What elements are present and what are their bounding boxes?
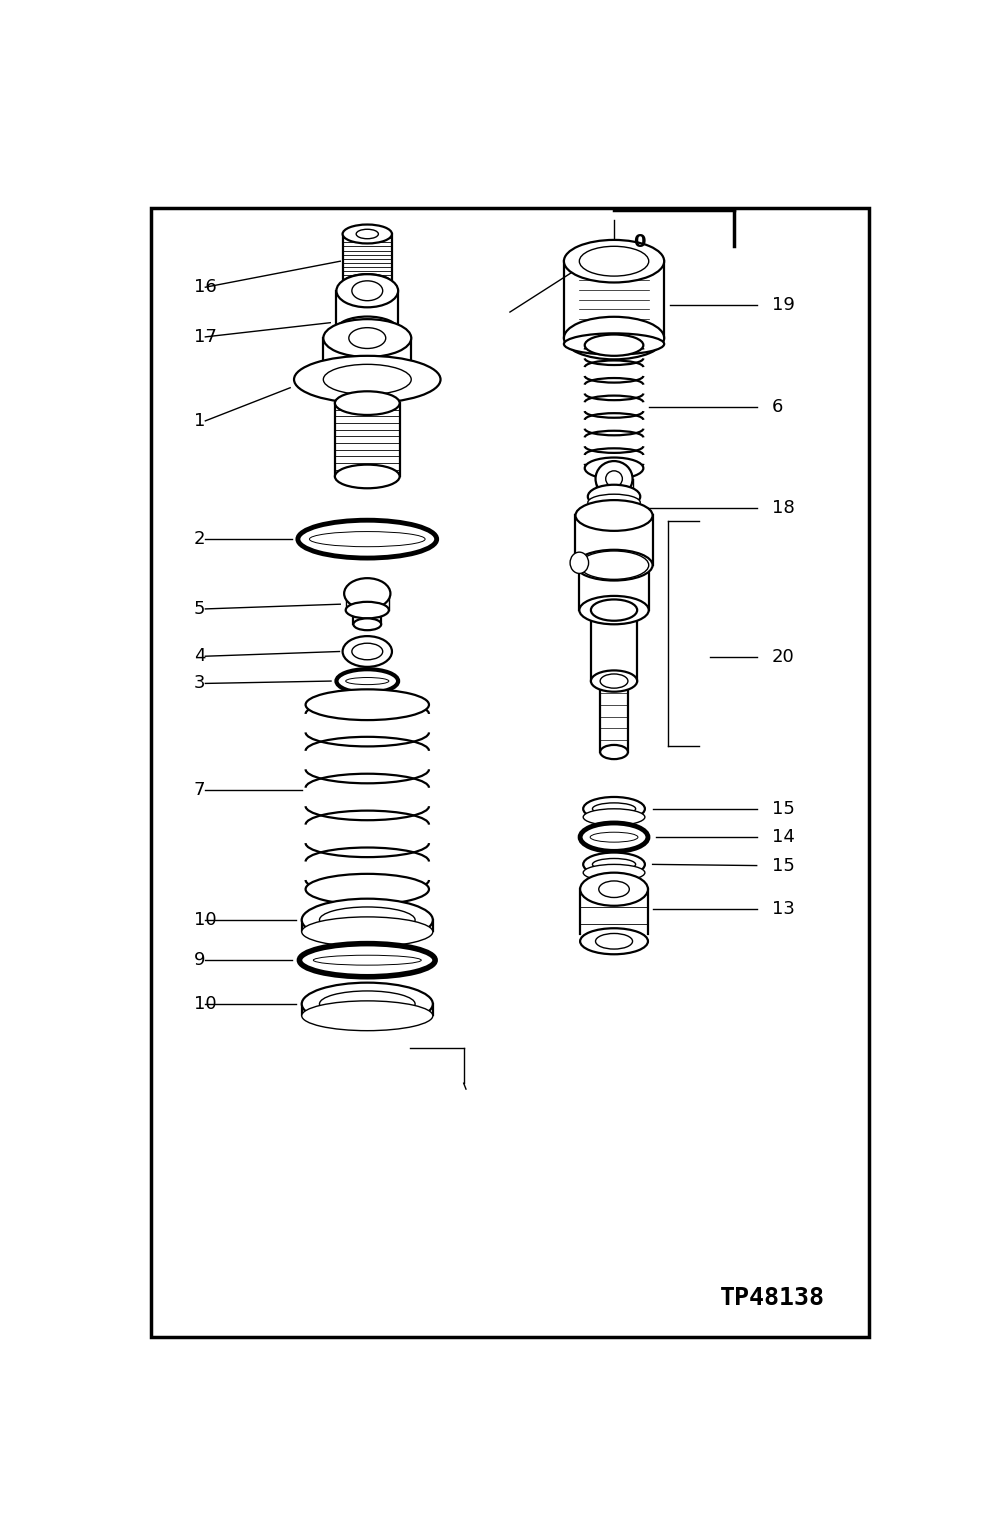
Text: 14: 14 [771, 828, 794, 846]
Ellipse shape [590, 599, 636, 621]
Ellipse shape [335, 464, 400, 488]
Ellipse shape [323, 364, 411, 395]
Ellipse shape [579, 246, 648, 276]
Text: 10: 10 [194, 911, 216, 929]
Ellipse shape [305, 874, 428, 905]
Ellipse shape [582, 865, 644, 882]
Text: 15: 15 [771, 857, 794, 874]
Text: 4: 4 [194, 647, 205, 665]
Text: 9: 9 [194, 951, 205, 969]
Ellipse shape [587, 485, 639, 508]
Text: 13: 13 [771, 900, 794, 919]
Text: 19: 19 [771, 296, 794, 313]
Ellipse shape [595, 934, 632, 949]
Text: 5: 5 [194, 601, 205, 617]
Text: 16: 16 [194, 278, 217, 296]
Ellipse shape [323, 361, 411, 398]
Text: 15: 15 [771, 800, 794, 817]
Text: 3: 3 [194, 674, 205, 693]
Ellipse shape [575, 550, 652, 581]
Ellipse shape [301, 917, 432, 946]
Text: 18: 18 [771, 499, 794, 518]
Ellipse shape [301, 1001, 432, 1031]
Ellipse shape [564, 240, 664, 283]
Text: 10: 10 [194, 995, 216, 1012]
Ellipse shape [598, 882, 628, 897]
Ellipse shape [345, 677, 389, 685]
Ellipse shape [313, 955, 420, 965]
Ellipse shape [344, 578, 390, 608]
Ellipse shape [309, 531, 424, 547]
Ellipse shape [591, 803, 635, 814]
Ellipse shape [352, 281, 383, 301]
Ellipse shape [342, 275, 392, 293]
Ellipse shape [605, 472, 621, 487]
Text: TP48138: TP48138 [719, 1287, 824, 1310]
Ellipse shape [353, 619, 381, 630]
Ellipse shape [584, 335, 643, 356]
Ellipse shape [336, 275, 398, 307]
Text: 7: 7 [194, 780, 205, 799]
Ellipse shape [336, 670, 398, 693]
Ellipse shape [570, 551, 588, 573]
Ellipse shape [579, 551, 648, 579]
Ellipse shape [589, 833, 637, 842]
Ellipse shape [584, 458, 643, 479]
Ellipse shape [564, 316, 664, 359]
Ellipse shape [336, 316, 398, 343]
Ellipse shape [342, 224, 392, 243]
Ellipse shape [349, 327, 386, 349]
Ellipse shape [352, 644, 383, 660]
Ellipse shape [564, 333, 664, 355]
Ellipse shape [599, 674, 627, 688]
Ellipse shape [587, 495, 639, 511]
Ellipse shape [580, 872, 647, 906]
Ellipse shape [582, 797, 644, 820]
Ellipse shape [299, 943, 434, 977]
Ellipse shape [575, 501, 652, 531]
Ellipse shape [591, 859, 635, 871]
Ellipse shape [580, 928, 647, 954]
Ellipse shape [582, 852, 644, 876]
Ellipse shape [599, 745, 627, 759]
Ellipse shape [595, 461, 632, 496]
Ellipse shape [580, 823, 647, 851]
Ellipse shape [342, 636, 392, 667]
Ellipse shape [579, 596, 648, 624]
Ellipse shape [319, 991, 414, 1017]
Text: 6: 6 [771, 398, 782, 416]
Text: 0: 0 [632, 233, 645, 252]
Ellipse shape [319, 906, 414, 932]
Ellipse shape [305, 690, 428, 720]
Ellipse shape [294, 356, 440, 402]
Text: 1: 1 [194, 412, 205, 430]
Ellipse shape [297, 521, 436, 558]
Ellipse shape [582, 809, 644, 825]
Ellipse shape [323, 319, 411, 356]
Ellipse shape [345, 602, 389, 619]
Ellipse shape [335, 392, 400, 415]
Ellipse shape [301, 983, 432, 1025]
Ellipse shape [356, 229, 378, 238]
Ellipse shape [590, 670, 636, 691]
Text: 17: 17 [194, 327, 217, 346]
Text: 20: 20 [771, 648, 794, 667]
Text: 2: 2 [194, 530, 205, 548]
Ellipse shape [301, 899, 432, 942]
